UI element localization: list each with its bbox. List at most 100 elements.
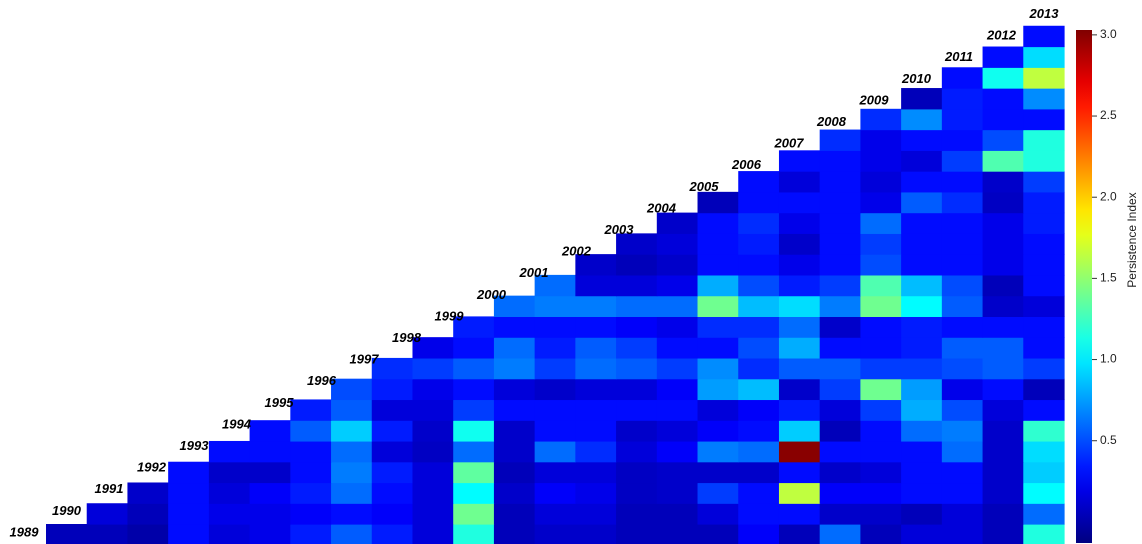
heatmap-cell bbox=[941, 150, 984, 172]
heatmap-cell bbox=[738, 274, 780, 297]
year-label: 2010 bbox=[901, 71, 932, 86]
heatmap-cell bbox=[982, 440, 1024, 463]
heatmap-cell bbox=[371, 503, 414, 525]
heatmap-cell bbox=[697, 274, 739, 297]
heatmap-cell bbox=[982, 171, 1024, 193]
heatmap-cell bbox=[1023, 295, 1065, 317]
heatmap-cell bbox=[290, 399, 332, 421]
heatmap-cell bbox=[453, 399, 495, 421]
heatmap-cell bbox=[697, 212, 739, 234]
heatmap-cell bbox=[941, 503, 984, 525]
heatmap-cell bbox=[901, 108, 943, 131]
heatmap-cell bbox=[575, 254, 617, 276]
heatmap-cell bbox=[697, 191, 739, 214]
heatmap-cell bbox=[778, 399, 821, 421]
heatmap-cell bbox=[616, 503, 658, 525]
heatmap-cell bbox=[1023, 212, 1065, 234]
heatmap-cell bbox=[575, 274, 617, 297]
heatmap-cell bbox=[901, 191, 943, 214]
heatmap-cell bbox=[941, 212, 984, 234]
heatmap-cell bbox=[738, 357, 780, 380]
heatmap-cell bbox=[697, 440, 739, 463]
heatmap-cell bbox=[860, 233, 902, 255]
year-label: 2006 bbox=[731, 157, 762, 172]
heatmap-cell bbox=[616, 274, 658, 297]
heatmap-cell bbox=[778, 420, 821, 442]
heatmap-cell bbox=[738, 378, 780, 401]
heatmap-cell bbox=[656, 440, 699, 463]
heatmap-cell bbox=[575, 420, 617, 442]
heatmap-cell bbox=[982, 67, 1024, 89]
heatmap-cell bbox=[941, 524, 984, 544]
year-label: 2007 bbox=[774, 136, 805, 151]
heatmap-cell bbox=[371, 482, 414, 504]
year-label: 1999 bbox=[435, 308, 465, 323]
heatmap-cell bbox=[208, 482, 251, 504]
heatmap-cells bbox=[46, 25, 1065, 544]
heatmap-cell bbox=[616, 254, 658, 276]
heatmap-cell bbox=[534, 337, 576, 359]
heatmap-cell bbox=[656, 461, 699, 484]
heatmap-cell bbox=[941, 274, 984, 297]
heatmap-cell bbox=[778, 440, 821, 463]
year-label: 1994 bbox=[222, 416, 252, 431]
heatmap-cell bbox=[778, 171, 821, 193]
heatmap-cell bbox=[168, 461, 210, 484]
heatmap-cell bbox=[778, 150, 821, 172]
heatmap-cell bbox=[738, 191, 780, 214]
heatmap-cell bbox=[575, 524, 617, 544]
heatmap-cell bbox=[738, 316, 780, 338]
heatmap-cell bbox=[982, 482, 1024, 504]
heatmap-cell bbox=[534, 420, 576, 442]
heatmap-cell bbox=[168, 482, 210, 504]
heatmap-cell bbox=[575, 295, 617, 317]
heatmap-cell bbox=[982, 337, 1024, 359]
year-label: 1998 bbox=[392, 330, 422, 345]
heatmap-cell bbox=[1023, 108, 1065, 131]
heatmap-cell bbox=[982, 420, 1024, 442]
heatmap-cell bbox=[616, 295, 658, 317]
heatmap-cell bbox=[493, 503, 536, 525]
heatmap-cell bbox=[901, 399, 943, 421]
heatmap-cell bbox=[819, 337, 861, 359]
heatmap-cell bbox=[1023, 25, 1065, 48]
heatmap-cell bbox=[778, 212, 821, 234]
heatmap-cell bbox=[453, 524, 495, 544]
heatmap-cell bbox=[1023, 482, 1065, 504]
heatmap-cell bbox=[860, 212, 902, 234]
colorbar-label: Persistence Index bbox=[1125, 192, 1139, 287]
heatmap-cell bbox=[616, 378, 658, 401]
heatmap-cell bbox=[534, 524, 576, 544]
heatmap-cell bbox=[1023, 524, 1065, 544]
year-label: 2002 bbox=[561, 244, 592, 259]
heatmap-cell bbox=[901, 524, 943, 544]
year-label: 1995 bbox=[265, 395, 295, 410]
year-label: 2011 bbox=[944, 49, 973, 64]
heatmap-cell bbox=[778, 357, 821, 380]
heatmap-cell bbox=[982, 316, 1024, 338]
year-label: 1990 bbox=[52, 503, 82, 518]
heatmap-cell bbox=[982, 191, 1024, 214]
heatmap-cell bbox=[941, 67, 984, 89]
heatmap-cell bbox=[656, 420, 699, 442]
year-label: 2003 bbox=[604, 222, 635, 237]
heatmap-cell bbox=[656, 295, 699, 317]
heatmap-cell bbox=[778, 191, 821, 214]
heatmap-cell bbox=[575, 503, 617, 525]
heatmap-cell bbox=[616, 233, 658, 255]
heatmap-cell bbox=[249, 503, 291, 525]
heatmap-cell bbox=[290, 524, 332, 544]
heatmap-cell bbox=[982, 233, 1024, 255]
heatmap-cell bbox=[331, 440, 373, 463]
heatmap-cell bbox=[534, 274, 576, 297]
heatmap-cell bbox=[249, 440, 291, 463]
heatmap-cell bbox=[656, 524, 699, 544]
heatmap-cell bbox=[534, 399, 576, 421]
heatmap-cell bbox=[901, 129, 943, 151]
heatmap-cell bbox=[1023, 440, 1065, 463]
heatmap-cell bbox=[1023, 171, 1065, 193]
heatmap-cell bbox=[738, 399, 780, 421]
heatmap-cell bbox=[575, 399, 617, 421]
heatmap-cell bbox=[534, 482, 576, 504]
